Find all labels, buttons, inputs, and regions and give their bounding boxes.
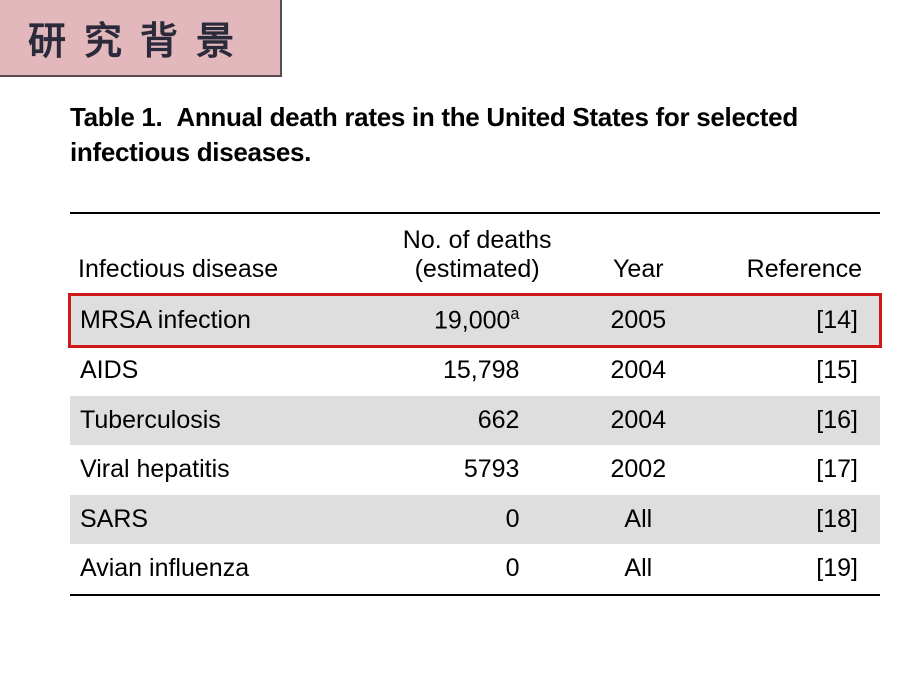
slide-header-title: 研究背景 xyxy=(28,21,252,63)
table-row: Viral hepatitis57932002[17] xyxy=(70,445,880,495)
cell-deaths: 5793 xyxy=(365,445,590,495)
column-header-deaths-line1: No. of deaths xyxy=(403,226,552,254)
column-header-deaths: No. of deaths (estimated) xyxy=(365,213,590,295)
death-rates-table: Infectious disease No. of deaths (estima… xyxy=(70,212,880,595)
cell-reference: [17] xyxy=(687,445,880,495)
slide-header-badge: 研究背景 xyxy=(0,0,282,77)
table-row: Tuberculosis6622004[16] xyxy=(70,396,880,446)
table-caption-text: Annual death rates in the United States … xyxy=(70,102,798,167)
cell-deaths: 662 xyxy=(365,396,590,446)
cell-year: 2002 xyxy=(589,445,687,495)
cell-deaths: 0 xyxy=(365,495,590,545)
table-header-row: Infectious disease No. of deaths (estima… xyxy=(70,213,880,295)
table-caption: Table 1. Annual death rates in the Unite… xyxy=(70,100,880,170)
cell-deaths: 15,798 xyxy=(365,346,590,396)
cell-year: All xyxy=(589,544,687,595)
table-row: MRSA infection19,000a2005[14] xyxy=(70,295,880,346)
cell-year: All xyxy=(589,495,687,545)
column-header-deaths-line2: (estimated) xyxy=(415,255,540,283)
table-row: Avian influenza0All[19] xyxy=(70,544,880,595)
cell-deaths-superscript: a xyxy=(510,305,519,323)
column-header-reference: Reference xyxy=(687,213,880,295)
cell-disease: SARS xyxy=(70,495,365,545)
table-caption-prefix: Table 1. xyxy=(70,102,163,132)
cell-disease: Viral hepatitis xyxy=(70,445,365,495)
table-body: MRSA infection19,000a2005[14]AIDS15,7982… xyxy=(70,295,880,594)
column-header-disease: Infectious disease xyxy=(70,213,365,295)
cell-reference: [15] xyxy=(687,346,880,396)
cell-reference: [14] xyxy=(687,295,880,346)
table-row: AIDS15,7982004[15] xyxy=(70,346,880,396)
cell-disease: MRSA infection xyxy=(70,295,365,346)
cell-reference: [16] xyxy=(687,396,880,446)
cell-year: 2005 xyxy=(589,295,687,346)
table-row: SARS0All[18] xyxy=(70,495,880,545)
content-area: Table 1. Annual death rates in the Unite… xyxy=(70,100,880,596)
cell-disease: Avian influenza xyxy=(70,544,365,595)
cell-reference: [18] xyxy=(687,495,880,545)
cell-deaths: 19,000a xyxy=(365,295,590,346)
cell-year: 2004 xyxy=(589,346,687,396)
column-header-year: Year xyxy=(589,213,687,295)
cell-reference: [19] xyxy=(687,544,880,595)
cell-disease: Tuberculosis xyxy=(70,396,365,446)
cell-deaths: 0 xyxy=(365,544,590,595)
cell-disease: AIDS xyxy=(70,346,365,396)
cell-year: 2004 xyxy=(589,396,687,446)
